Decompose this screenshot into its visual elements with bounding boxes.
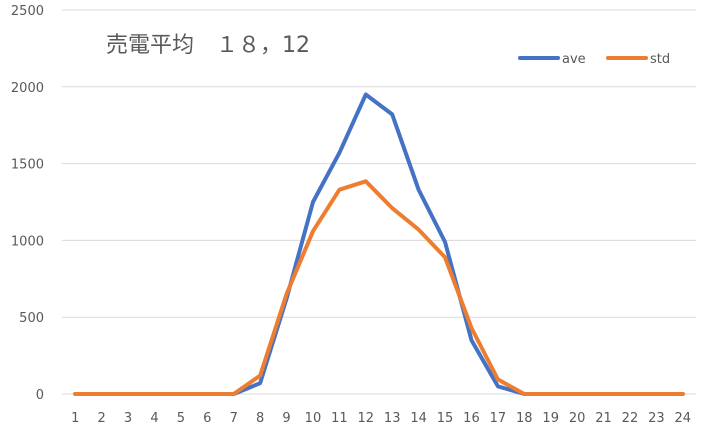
x-tick-label: 5 [177,411,185,426]
x-tick-label: 23 [648,411,665,426]
series-lines [73,92,685,396]
y-tick-label: 1500 [11,158,44,173]
legend-label-std: std [650,52,670,67]
y-axis-tick-labels: 0 500 1000 1500 2000 2500 [11,4,44,403]
x-tick-label: 14 [410,411,427,426]
x-tick-label: 20 [569,411,586,426]
x-tick-label: 2 [97,411,105,426]
x-tick-label: 8 [256,411,264,426]
x-axis-tick-labels: 1 2 3 4 5 6 7 8 9 10 11 12 13 14 15 16 17 18 19 20 21 22 23 24 [71,411,691,426]
x-tick-label: 15 [437,411,454,426]
x-tick-label: 7 [230,411,238,426]
series-line-ave [73,92,685,396]
x-tick-label: 12 [358,411,375,426]
x-tick-label: 16 [463,411,480,426]
x-tick-label: 1 [71,411,79,426]
y-tick-label: 1000 [11,234,44,249]
x-tick-label: 3 [124,411,132,426]
grid-lines [62,9,696,395]
x-tick-label: 19 [542,411,559,426]
x-tick-label: 13 [384,411,401,426]
chart-title: 売電平均 １８，12 [106,33,310,58]
x-tick-label: 24 [675,411,692,426]
series-line-std [73,179,685,396]
y-tick-label: 500 [19,311,44,326]
x-tick-label: 22 [622,411,639,426]
x-tick-label: 11 [331,411,348,426]
x-tick-label: 6 [203,411,211,426]
x-tick-label: 4 [150,411,158,426]
legend-label-ave: ave [562,52,586,67]
x-tick-label: 9 [282,411,290,426]
y-tick-label: 2500 [11,4,44,19]
x-tick-label: 21 [595,411,612,426]
x-tick-label: 18 [516,411,533,426]
x-tick-label: 10 [305,411,322,426]
x-tick-label: 17 [490,411,507,426]
legend: ave std [518,52,670,67]
y-tick-label: 0 [36,388,44,403]
y-tick-label: 2000 [11,81,44,96]
